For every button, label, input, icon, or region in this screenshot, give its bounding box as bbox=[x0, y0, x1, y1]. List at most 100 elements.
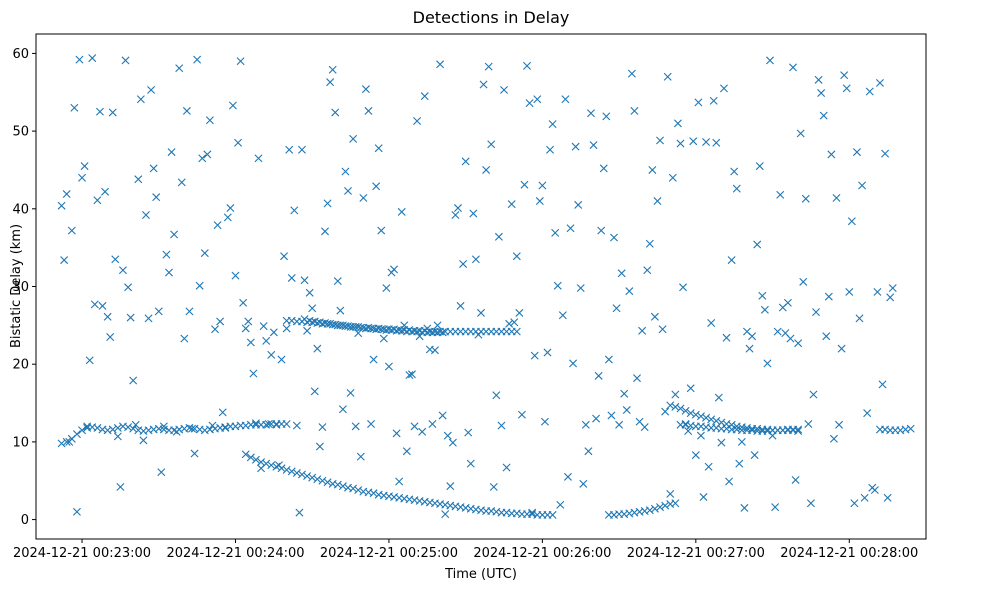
data-point bbox=[469, 209, 478, 218]
data-point bbox=[799, 277, 808, 286]
data-point bbox=[850, 499, 859, 508]
data-point bbox=[285, 145, 294, 154]
data-point bbox=[78, 173, 87, 182]
y-tick-label: 0 bbox=[21, 513, 29, 528]
data-point bbox=[684, 427, 693, 435]
data-point bbox=[796, 129, 805, 138]
data-point bbox=[671, 402, 680, 411]
data-point bbox=[663, 72, 672, 81]
data-point bbox=[103, 312, 112, 321]
data-point bbox=[213, 221, 222, 230]
data-point bbox=[768, 431, 777, 440]
data-point bbox=[786, 334, 795, 343]
data-point bbox=[661, 407, 670, 416]
data-point bbox=[274, 461, 283, 470]
data-point bbox=[633, 374, 641, 383]
data-point bbox=[702, 138, 711, 146]
data-point bbox=[328, 65, 337, 74]
data-point bbox=[456, 301, 465, 310]
data-point bbox=[602, 112, 611, 121]
data-point bbox=[748, 332, 757, 341]
data-point bbox=[308, 304, 317, 313]
data-point bbox=[95, 107, 104, 116]
data-point bbox=[622, 406, 631, 415]
data-point bbox=[241, 324, 250, 333]
data-point bbox=[512, 252, 521, 261]
data-point bbox=[149, 164, 158, 173]
x-tick-label: 2024-12-21 00:28:00 bbox=[780, 546, 918, 561]
data-point bbox=[152, 193, 161, 202]
data-point bbox=[814, 75, 823, 84]
data-point bbox=[860, 493, 869, 502]
data-point bbox=[159, 422, 168, 431]
data-point bbox=[607, 411, 616, 420]
data-point bbox=[517, 410, 526, 419]
data-point bbox=[83, 422, 92, 431]
data-point bbox=[451, 211, 460, 220]
data-point bbox=[354, 486, 363, 495]
y-tick-label: 60 bbox=[12, 47, 29, 62]
data-point bbox=[732, 184, 741, 193]
data-points bbox=[58, 54, 915, 519]
data-point bbox=[126, 313, 135, 322]
data-point bbox=[676, 404, 685, 413]
data-point bbox=[93, 196, 102, 205]
data-point bbox=[134, 175, 143, 184]
data-point bbox=[282, 420, 291, 429]
data-point bbox=[280, 252, 289, 261]
data-point bbox=[154, 307, 163, 316]
data-point bbox=[709, 96, 718, 105]
data-point bbox=[592, 414, 601, 423]
data-point bbox=[292, 421, 301, 430]
data-point bbox=[167, 148, 176, 157]
data-point bbox=[776, 190, 785, 199]
data-point bbox=[377, 226, 386, 235]
y-tick-label: 30 bbox=[12, 280, 29, 295]
data-point bbox=[287, 273, 296, 282]
data-point bbox=[323, 199, 332, 208]
data-point bbox=[679, 283, 688, 292]
data-point bbox=[254, 154, 263, 163]
data-point bbox=[707, 415, 716, 424]
data-point bbox=[477, 308, 485, 317]
data-point bbox=[313, 475, 322, 484]
data-point bbox=[75, 55, 84, 64]
data-point bbox=[855, 314, 864, 323]
data-point bbox=[812, 308, 821, 317]
data-point bbox=[395, 477, 404, 486]
data-point bbox=[873, 287, 882, 296]
data-point bbox=[837, 344, 846, 353]
data-point bbox=[139, 436, 148, 445]
data-point bbox=[433, 321, 442, 330]
data-point bbox=[789, 63, 798, 72]
data-point bbox=[783, 298, 792, 307]
data-point bbox=[349, 134, 358, 143]
data-point bbox=[563, 472, 572, 481]
data-point bbox=[267, 350, 276, 359]
data-point bbox=[824, 292, 833, 301]
data-point bbox=[62, 437, 71, 446]
data-point bbox=[180, 334, 189, 343]
data-point bbox=[484, 62, 493, 71]
data-point bbox=[597, 226, 606, 235]
data-point bbox=[239, 298, 248, 307]
data-point bbox=[771, 503, 780, 512]
data-point bbox=[579, 479, 588, 488]
data-point bbox=[883, 493, 892, 502]
data-point bbox=[696, 431, 705, 440]
data-point bbox=[101, 187, 110, 196]
data-point bbox=[272, 420, 281, 429]
data-point bbox=[203, 150, 212, 159]
x-axis-label: Time (UTC) bbox=[444, 567, 517, 582]
data-point bbox=[829, 434, 838, 443]
data-point bbox=[131, 420, 140, 429]
data-point bbox=[594, 371, 603, 380]
data-point bbox=[870, 486, 879, 495]
data-point bbox=[589, 141, 598, 150]
data-point bbox=[218, 408, 227, 417]
data-point bbox=[60, 256, 69, 265]
data-point bbox=[216, 317, 225, 326]
data-point bbox=[832, 193, 841, 202]
data-point bbox=[372, 182, 381, 191]
